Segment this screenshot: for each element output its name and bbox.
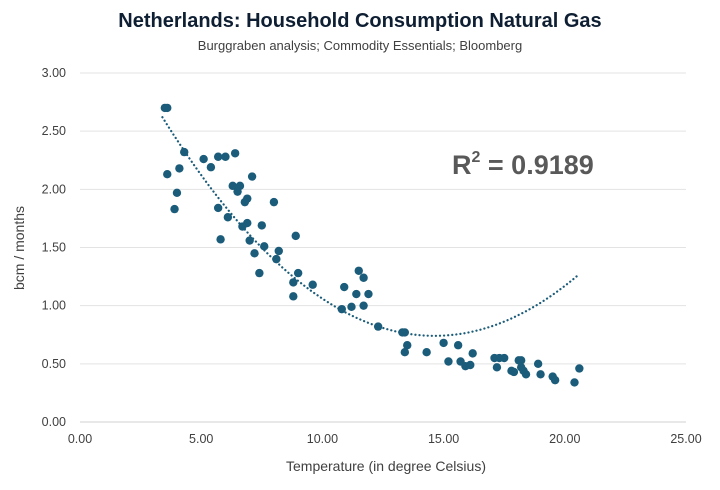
data-point bbox=[291, 231, 300, 241]
y-tick-label: 1.50 bbox=[42, 241, 66, 255]
x-tick-label: 25.00 bbox=[670, 432, 701, 446]
data-point bbox=[170, 204, 179, 214]
data-point bbox=[247, 172, 257, 181]
y-tick-label: 2.00 bbox=[42, 182, 66, 196]
data-point bbox=[468, 349, 477, 358]
x-tick-label: 10.00 bbox=[307, 432, 338, 446]
data-point bbox=[243, 194, 252, 203]
data-point bbox=[453, 341, 463, 350]
data-point bbox=[235, 181, 245, 191]
data-point bbox=[221, 152, 230, 161]
y-axis-label: bcm / months bbox=[11, 206, 27, 290]
data-point bbox=[213, 203, 223, 213]
data-point bbox=[308, 280, 317, 289]
gridlines bbox=[80, 72, 686, 365]
x-tick-label: 15.00 bbox=[428, 432, 459, 446]
data-point bbox=[354, 266, 363, 275]
data-point bbox=[255, 268, 264, 278]
data-point bbox=[521, 370, 531, 379]
data-point bbox=[492, 363, 502, 372]
data-point bbox=[175, 164, 184, 173]
data-point bbox=[439, 338, 448, 348]
data-point bbox=[180, 147, 189, 157]
data-point bbox=[228, 181, 237, 191]
data-point bbox=[359, 301, 368, 310]
data-point bbox=[466, 360, 475, 370]
data-point bbox=[400, 348, 410, 357]
data-point bbox=[289, 278, 298, 287]
data-point bbox=[274, 246, 283, 256]
data-point bbox=[373, 322, 383, 331]
data-point bbox=[536, 370, 545, 379]
r-squared-base: R bbox=[452, 150, 472, 180]
data-point bbox=[516, 356, 526, 365]
x-tick-label: 20.00 bbox=[549, 432, 580, 446]
data-point bbox=[533, 359, 543, 369]
y-tick-label: 1.00 bbox=[42, 299, 66, 313]
data-point bbox=[400, 328, 410, 337]
data-point bbox=[272, 254, 281, 264]
data-point bbox=[199, 154, 208, 164]
data-point bbox=[243, 218, 252, 228]
data-point bbox=[364, 289, 373, 299]
data-point bbox=[575, 364, 584, 373]
data-point bbox=[289, 292, 298, 301]
data-point bbox=[216, 235, 225, 244]
data-point bbox=[422, 348, 431, 357]
data-point bbox=[359, 273, 368, 282]
data-point bbox=[570, 378, 579, 387]
y-tick-label: 0.00 bbox=[42, 415, 66, 429]
data-point bbox=[245, 236, 254, 245]
x-tick-label: 0.00 bbox=[68, 432, 92, 446]
r-squared-value: = 0.9189 bbox=[480, 150, 593, 180]
data-point bbox=[352, 289, 361, 299]
y-tick-label: 0.50 bbox=[42, 357, 66, 371]
data-point bbox=[172, 188, 182, 198]
data-point bbox=[269, 197, 279, 207]
x-axis-label: Temperature (in degree Celsius) bbox=[286, 458, 486, 474]
y-tick-label: 2.50 bbox=[42, 124, 66, 138]
x-axis-ticks: 0.00 5.00 10.00 15.00 20.00 25.00 bbox=[68, 432, 702, 446]
data-point bbox=[550, 375, 560, 385]
data-point bbox=[403, 341, 412, 350]
chart-title: Netherlands: Household Consumption Natur… bbox=[118, 10, 602, 32]
data-point bbox=[213, 152, 223, 161]
data-point bbox=[163, 170, 172, 179]
data-point bbox=[250, 249, 259, 258]
y-tick-label: 3.00 bbox=[42, 66, 66, 80]
data-point bbox=[163, 103, 172, 113]
chart-subtitle: Burggraben analysis; Commodity Essential… bbox=[197, 38, 523, 53]
r-squared-annotation: R2 = 0.9189 bbox=[452, 149, 594, 180]
data-point bbox=[230, 149, 240, 158]
r-squared-superscript: 2 bbox=[472, 149, 481, 166]
data-point bbox=[347, 302, 356, 312]
trendline bbox=[161, 116, 581, 338]
data-point bbox=[500, 353, 509, 363]
data-point bbox=[223, 213, 233, 222]
x-tick-label: 5.00 bbox=[189, 432, 213, 446]
data-point bbox=[444, 357, 453, 366]
data-point bbox=[337, 304, 346, 314]
data-point bbox=[206, 163, 216, 172]
data-point bbox=[340, 282, 349, 292]
data-point bbox=[509, 367, 519, 377]
data-point bbox=[260, 242, 269, 251]
data-point bbox=[257, 221, 266, 230]
y-axis-ticks: 0.00 0.50 1.00 1.50 2.00 2.50 3.00 bbox=[42, 66, 66, 429]
data-point bbox=[293, 268, 303, 278]
data-points bbox=[160, 103, 584, 387]
